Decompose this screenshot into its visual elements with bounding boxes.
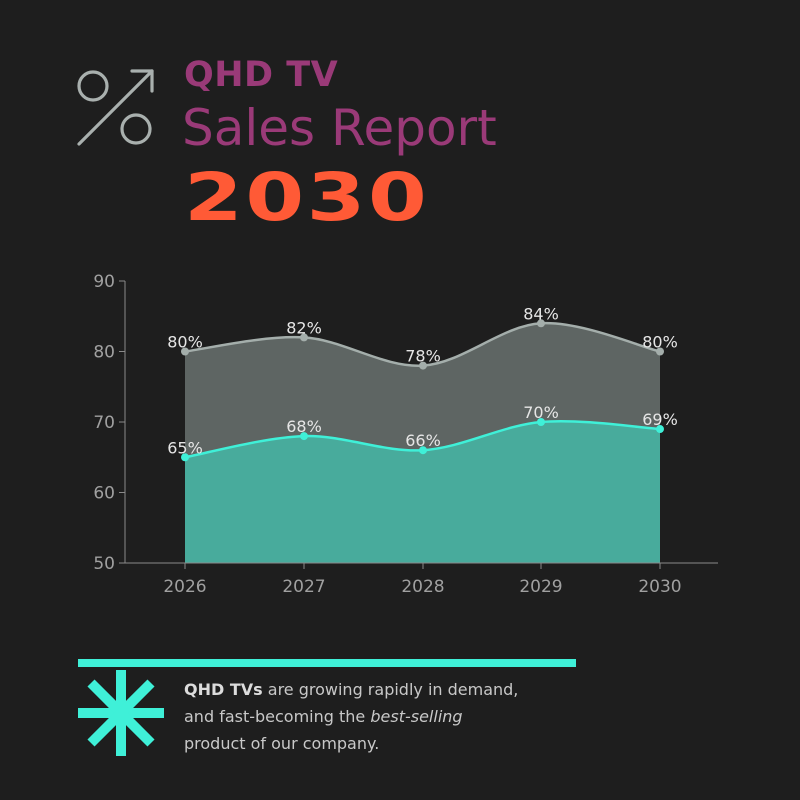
series-1-point (656, 347, 664, 356)
asterisk-icon (78, 670, 164, 756)
series-1-data-label: 80% (167, 333, 203, 352)
report-subtitle: QHD TV (184, 55, 339, 95)
series-2-data-label: 68% (286, 417, 322, 436)
series-1-data-label: 82% (286, 318, 322, 337)
series-1-point (419, 361, 427, 370)
series-2-data-label: 70% (523, 403, 559, 422)
series-1-point (537, 319, 545, 328)
note-line1: are growing rapidly in demand, (262, 680, 519, 699)
summary-note: QHD TVs are growing rapidly in demand, a… (184, 676, 604, 757)
note-line2: and fast-becoming the (184, 707, 371, 726)
series-1-data-label: 84% (523, 304, 559, 323)
series-1-point (300, 333, 308, 342)
series-2-data-label: 69% (642, 410, 678, 429)
x-tick-label: 2030 (638, 577, 681, 597)
note-italic: best-selling (370, 707, 463, 726)
series-2-point (537, 418, 545, 426)
series-2-point (656, 425, 664, 434)
percent-growth-icon (77, 69, 154, 146)
y-tick-label: 90 (93, 272, 115, 292)
y-tick-label: 50 (93, 554, 115, 574)
series-1-data-label: 78% (405, 347, 441, 366)
y-tick-label: 60 (93, 484, 115, 504)
x-tick-label: 2029 (519, 577, 562, 597)
series-2-point (300, 432, 308, 441)
series-2-point (419, 446, 427, 455)
x-tick-label: 2026 (163, 577, 206, 597)
y-tick-label: 80 (93, 343, 115, 363)
note-bold: QHD TVs (184, 680, 263, 699)
series-2-data-label: 66% (405, 431, 441, 450)
report-title: Sales Report (182, 99, 497, 157)
report-year: 2030 (184, 159, 430, 236)
series-1-data-label: 80% (642, 333, 678, 352)
y-tick-label: 70 (93, 413, 115, 433)
series-2-data-label: 65% (167, 438, 203, 457)
note-line3: product of our company. (184, 734, 380, 753)
series-2-point (181, 453, 189, 462)
x-tick-label: 2028 (401, 577, 444, 597)
x-tick-label: 2027 (282, 577, 325, 597)
divider-bar (78, 659, 576, 667)
series-2-area (185, 421, 660, 563)
series-1-point (181, 347, 189, 356)
